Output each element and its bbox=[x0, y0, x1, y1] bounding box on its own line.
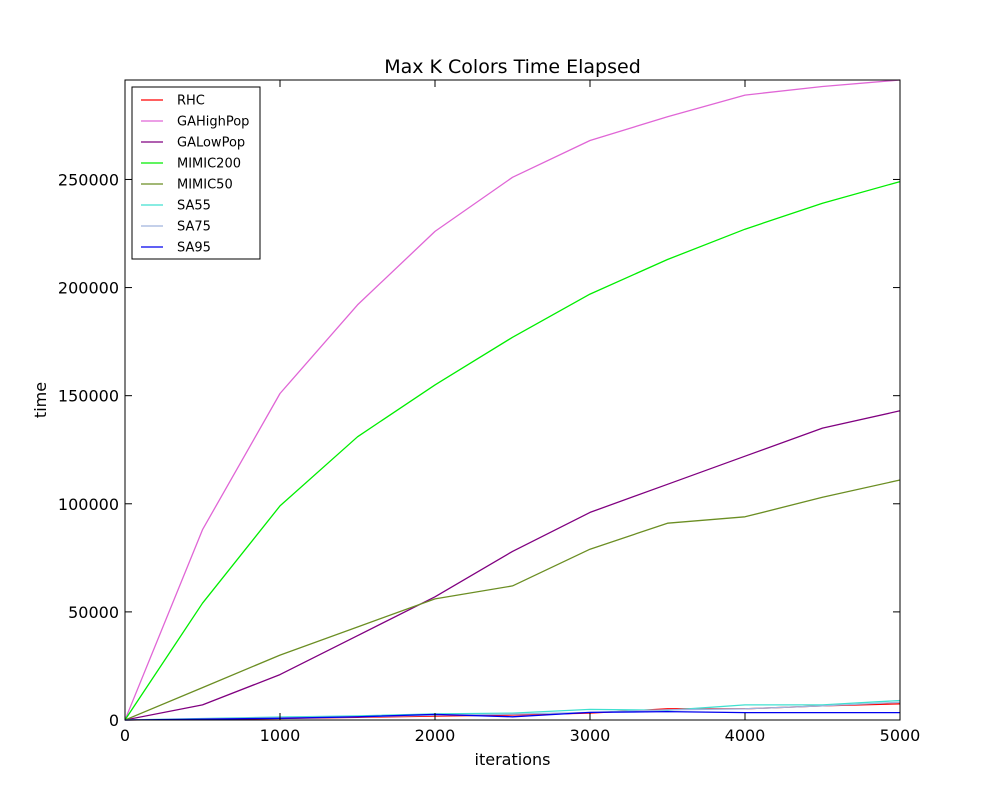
y-tick-label: 50000 bbox=[68, 603, 119, 622]
chart-title: Max K Colors Time Elapsed bbox=[384, 56, 641, 78]
series-line-gahighpop bbox=[124, 79, 901, 721]
series-line-mimic200 bbox=[124, 180, 901, 721]
x-axis-label: iterations bbox=[475, 750, 551, 769]
legend-label-sa55: SA55 bbox=[177, 199, 211, 214]
x-tick-label: 4000 bbox=[725, 726, 766, 745]
legend-label-mimic200: MIMIC200 bbox=[177, 157, 241, 172]
series-line-mimic50 bbox=[124, 479, 901, 721]
y-tick-label: 150000 bbox=[58, 387, 119, 406]
x-tick-label: 3000 bbox=[570, 726, 611, 745]
legend-label-mimic50: MIMIC50 bbox=[177, 178, 233, 193]
legend: RHC GAHighPop GALowPop MIMIC200 MIMIC50 SA55 S… bbox=[131, 86, 261, 260]
legend-box bbox=[131, 86, 261, 260]
series-layer bbox=[124, 79, 901, 721]
y-axis-label: time bbox=[31, 382, 50, 418]
legend-label-sa75: SA75 bbox=[177, 220, 211, 235]
x-tick-label: 0 bbox=[120, 726, 130, 745]
series-line-sa55 bbox=[124, 699, 901, 721]
x-tick-label: 5000 bbox=[880, 726, 921, 745]
ticks-layer: 0 1000 2000 3000 4000 50000500001000001500002… bbox=[58, 80, 920, 745]
x-tick-label: 2000 bbox=[415, 726, 456, 745]
legend-label-rhc: RHC bbox=[177, 94, 205, 109]
legend-label-galowpop: GALowPop bbox=[177, 136, 245, 151]
y-tick-label: 100000 bbox=[58, 495, 119, 514]
y-tick-label: 0 bbox=[109, 711, 119, 730]
legend-label-sa95: SA95 bbox=[177, 241, 211, 256]
legend-label-gahighpop: GAHighPop bbox=[177, 115, 249, 130]
y-tick-label: 250000 bbox=[58, 170, 119, 189]
plot-frame bbox=[124, 79, 901, 721]
series-line-galowpop bbox=[124, 410, 901, 721]
x-tick-label: 1000 bbox=[260, 726, 301, 745]
series-line-sa95 bbox=[124, 710, 900, 721]
y-tick-label: 200000 bbox=[58, 279, 119, 298]
